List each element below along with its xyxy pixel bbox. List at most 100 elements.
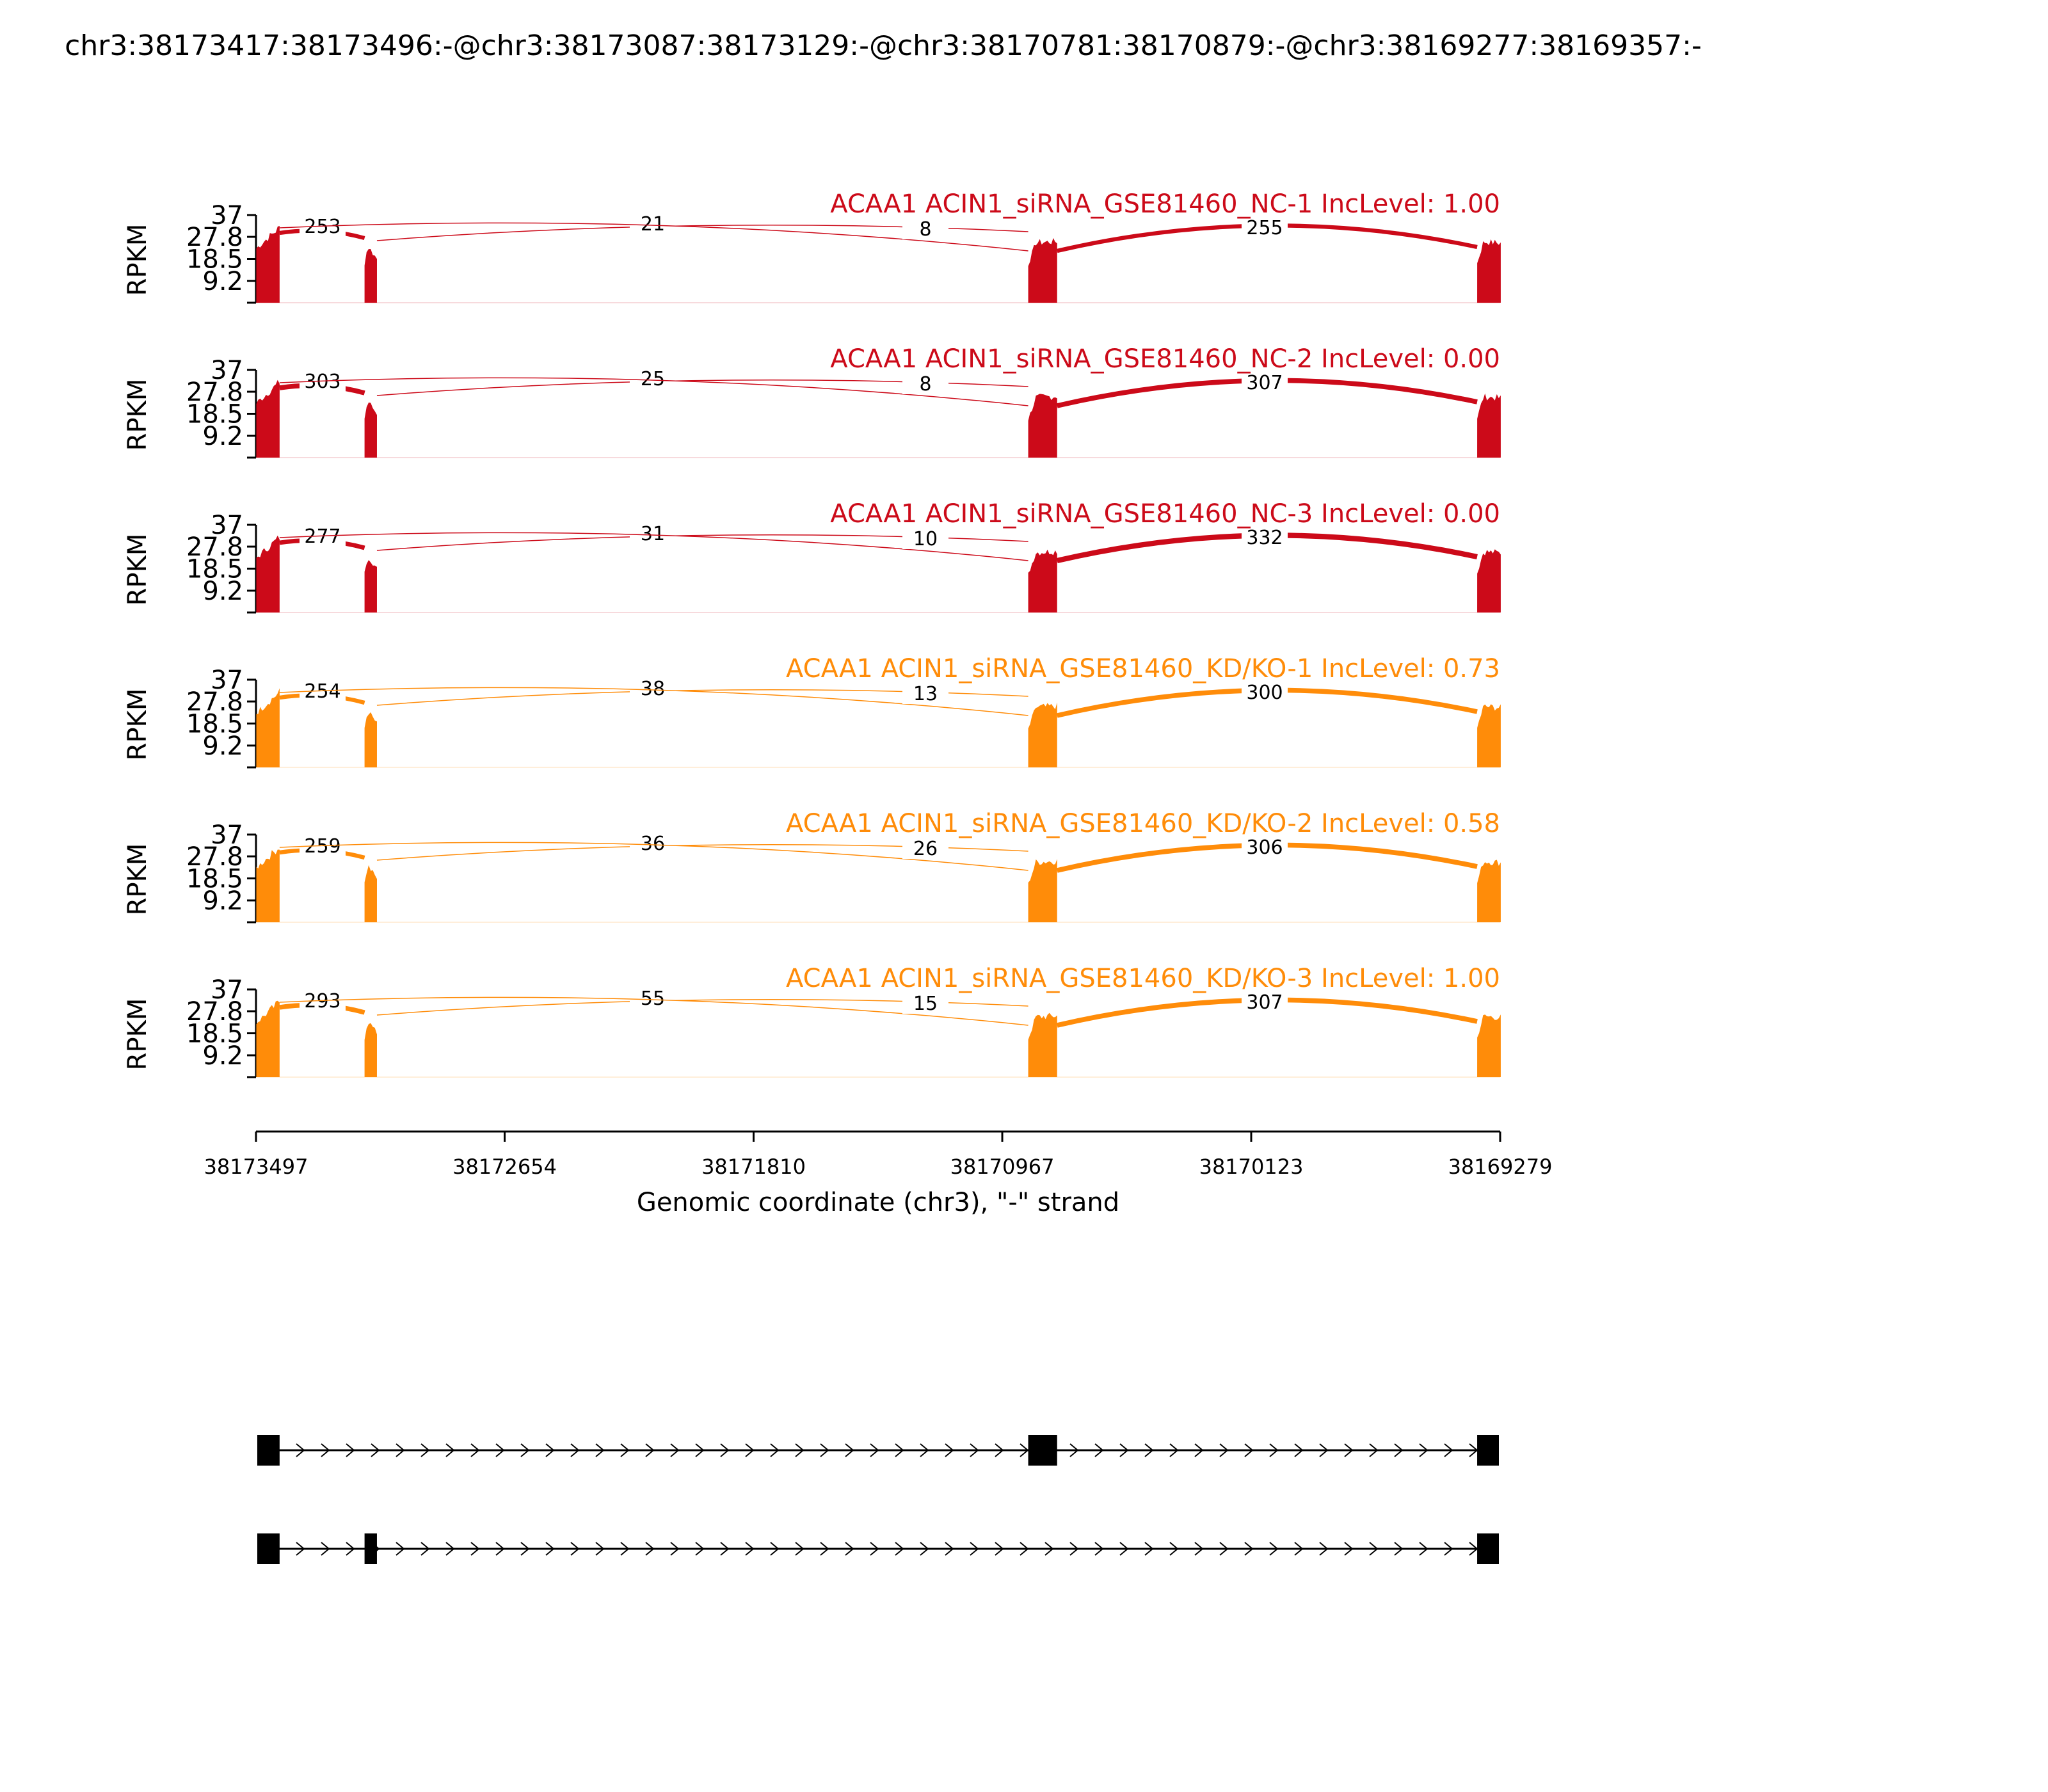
strand-arrow [1269,1542,1279,1556]
y-tick-label: 9.2 [202,422,243,451]
junction-count: 332 [1246,527,1283,549]
y-tick-label: 27.8 [186,997,243,1027]
junction-arc [279,996,1028,1026]
junction-arc [279,842,1028,871]
strand-arrow [1394,1542,1404,1556]
y-tick-label: 37 [211,820,243,850]
coverage-exon [364,712,377,767]
y-axis-label: RPKM [123,534,152,606]
junction-label-bg [1242,681,1288,703]
strand-arrow [770,1443,780,1457]
coverage-exon [1028,237,1057,303]
y-tick-label: 27.8 [186,687,243,717]
strand-arrow [695,1542,705,1556]
strand-arrow [795,1542,804,1556]
strand-arrow [1219,1542,1229,1556]
y-tick-label: 18.5 [186,245,243,275]
strand-arrow [645,1542,655,1556]
coverage-exon [364,560,377,612]
strand-arrow [1020,1443,1029,1457]
y-tick-label: 9.2 [202,267,243,296]
junction-count: 26 [913,838,938,860]
coverage-exon [1028,859,1057,922]
coverage-exon [1477,549,1501,612]
strand-arrow [670,1443,680,1457]
strand-arrow [620,1443,630,1457]
track-title: ACAA1 ACIN1_siRNA_GSE81460_NC-1 IncLevel… [830,189,1500,219]
strand-arrow [520,1542,530,1556]
strand-arrow [870,1443,879,1457]
strand-arrow [445,1542,455,1556]
strand-arrow [545,1542,555,1556]
x-tick-label: 38170967 [950,1155,1055,1179]
y-tick-label: 27.8 [186,532,243,562]
strand-arrow [396,1542,405,1556]
strand-arrow [1169,1542,1179,1556]
junction-arc [279,222,1028,252]
strand-arrow [595,1542,605,1556]
strand-arrow [1094,1443,1104,1457]
strand-arrow [296,1542,305,1556]
coverage-exon [1028,1012,1057,1077]
coverage-exon [1028,549,1057,612]
strand-arrow [845,1542,854,1556]
strand-arrow [1244,1443,1254,1457]
strand-arrow [570,1443,580,1457]
x-axis: 38173497 38172654 38171810 38170967 38170123… [204,1130,1552,1179]
x-tick-label: 38172654 [452,1155,557,1179]
strand-arrow [1369,1542,1379,1556]
strand-arrow [445,1443,455,1457]
strand-arrow [520,1443,530,1457]
strand-arrow [720,1542,730,1556]
y-tick-label: 37 [211,356,243,385]
strand-arrow [1169,1443,1179,1457]
y-tick-label: 18.5 [186,1020,243,1049]
strand-arrow [1319,1542,1329,1556]
strand-arrow [1119,1542,1129,1556]
strand-arrow [1069,1542,1079,1556]
coverage-exon [1477,1014,1501,1077]
coverage-exon [1477,393,1501,458]
strand-arrow [1194,1542,1204,1556]
track-title: ACAA1 ACIN1_siRNA_GSE81460_NC-2 IncLevel… [830,344,1500,374]
exon-block [257,1435,280,1466]
strand-arrow [795,1443,804,1457]
junction-label-bg [630,677,676,699]
strand-arrow [1394,1443,1404,1457]
y-axis-label: RPKM [123,379,152,451]
strand-arrow [620,1542,630,1556]
junction-label-bg [1242,216,1288,238]
chart-title: chr3:38173417:38173496:-@chr3:38173087:3… [65,29,1702,62]
junction-label-bg [902,218,948,239]
junction-label-bg [902,527,948,549]
gene-structure [257,1435,1499,1564]
junction-label-bg [1242,526,1288,548]
junction-count: 306 [1246,836,1283,859]
strand-arrow [1419,1443,1428,1457]
exon-block [1477,1435,1499,1466]
y-tick-label: 37 [211,666,243,695]
strand-arrow [820,1443,829,1457]
track-title: ACAA1 ACIN1_siRNA_GSE81460_NC-3 IncLevel… [830,499,1500,529]
y-axis-label: RPKM [123,224,152,296]
junction-label-bg [1242,991,1288,1012]
y-axis-label: RPKM [123,998,152,1071]
x-tick-label: 38171810 [701,1155,806,1179]
strand-arrow [1269,1443,1279,1457]
coverage-exon [256,380,280,458]
strand-arrow [670,1542,680,1556]
junction-count: 307 [1246,991,1283,1014]
y-tick-label: 18.5 [186,555,243,584]
coverage-exon [364,249,377,303]
y-tick-label: 27.8 [186,223,243,252]
junction-count: 255 [1246,217,1283,239]
strand-arrow [570,1542,580,1556]
y-tick-label: 27.8 [186,378,243,407]
strand-arrow [321,1542,330,1556]
coverage-exon [256,849,280,922]
isoform-track [257,1533,1499,1564]
strand-arrow [1119,1443,1129,1457]
